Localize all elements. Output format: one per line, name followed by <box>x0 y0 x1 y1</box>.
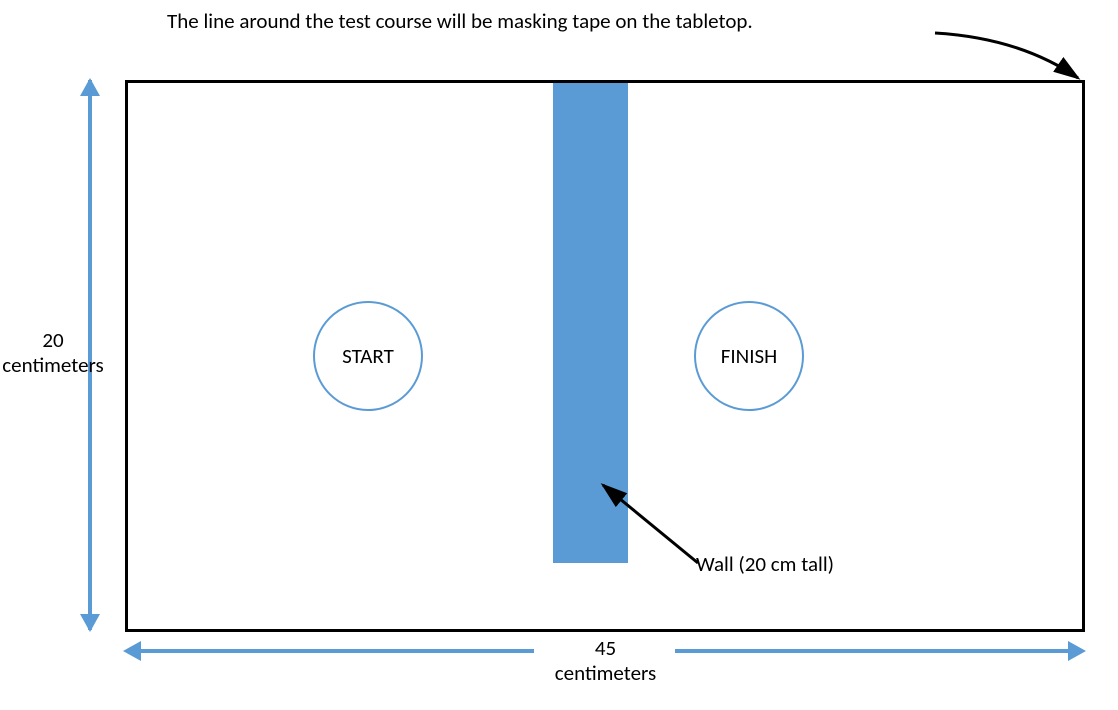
width-arrow-left-line <box>139 649 534 653</box>
caption-arrow <box>930 28 1090 88</box>
course-box: START FINISH Wall (20 cm tall) <box>125 80 1085 632</box>
width-dimension: 45 centimeters <box>125 634 1085 704</box>
wall-label: Wall (20 cm tall) <box>696 551 834 577</box>
wall-arrow <box>588 473 708 573</box>
height-label: 20 centimeters <box>0 328 108 378</box>
start-label: START <box>342 343 394 369</box>
height-arrow-bottom-icon <box>80 614 100 632</box>
start-circle: START <box>313 301 423 411</box>
height-unit: centimeters <box>2 352 103 378</box>
width-label: 45 centimeters <box>553 636 658 686</box>
finish-label: FINISH <box>721 343 778 369</box>
width-unit: centimeters <box>555 660 656 686</box>
finish-circle: FINISH <box>694 301 804 411</box>
height-dimension: 20 centimeters <box>0 80 125 640</box>
width-arrow-right-line <box>675 649 1070 653</box>
width-arrow-right-icon <box>1068 641 1086 661</box>
width-value: 45 <box>595 635 616 661</box>
height-value: 20 <box>42 327 63 353</box>
caption-text: The line around the test course will be … <box>167 8 753 34</box>
